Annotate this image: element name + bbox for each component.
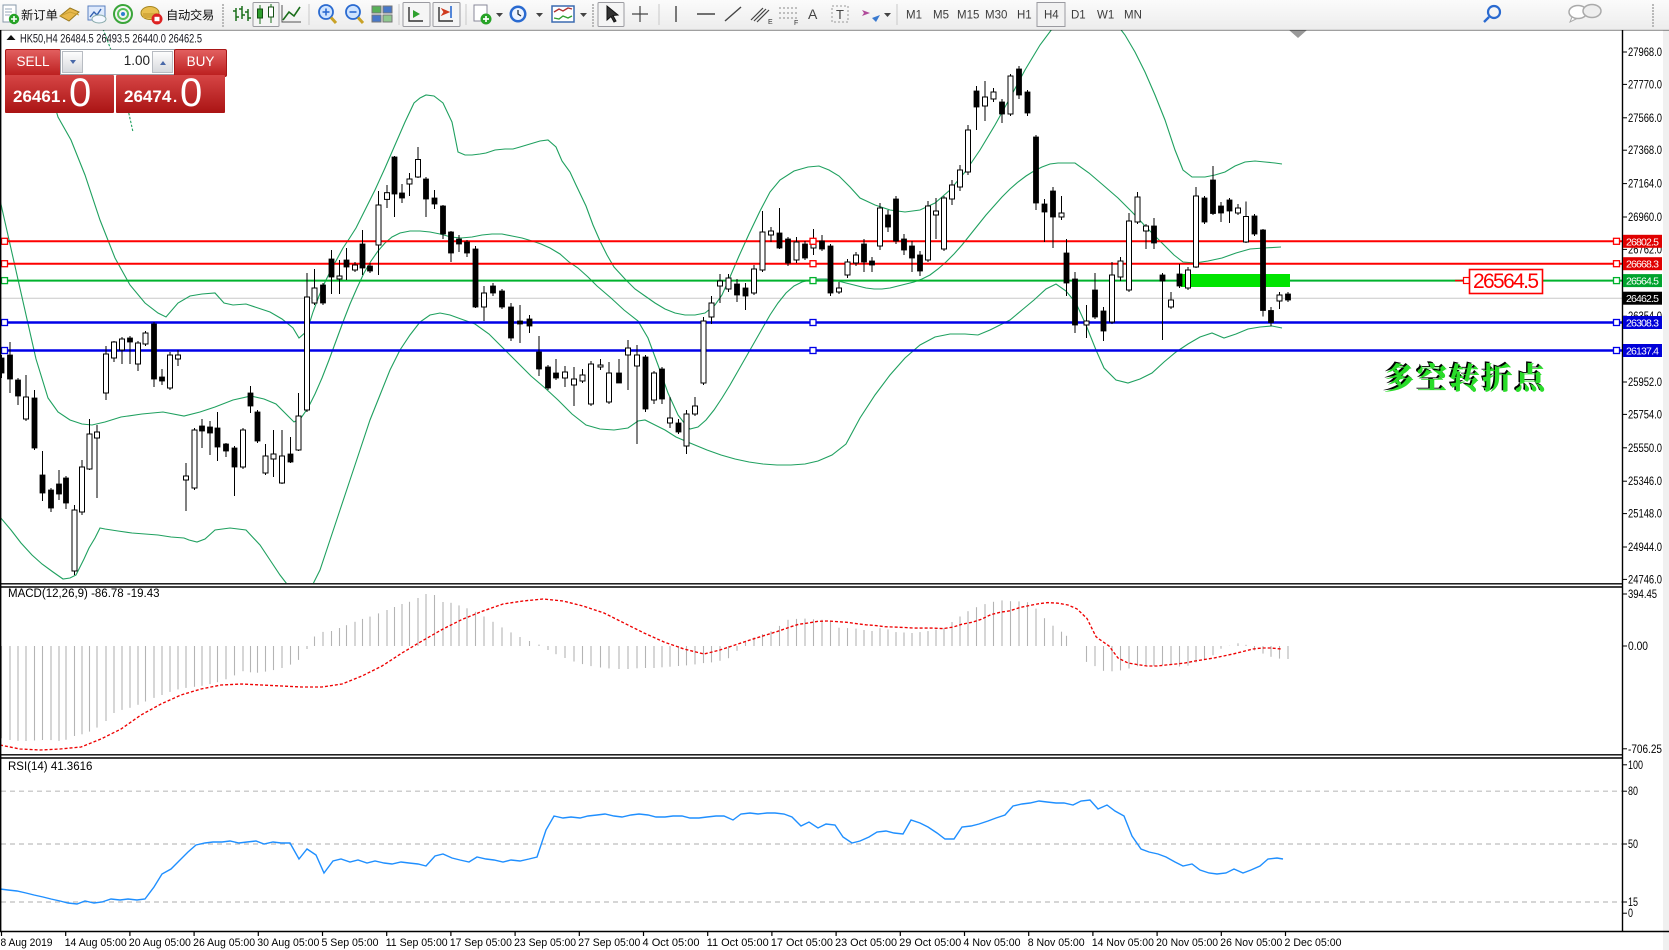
svg-text:23 Oct 05:00: 23 Oct 05:00 — [835, 937, 897, 949]
svg-text:27164.0: 27164.0 — [1628, 179, 1662, 191]
svg-text:30 Aug 05:00: 30 Aug 05:00 — [257, 937, 319, 949]
svg-text:26802.5: 26802.5 — [1626, 236, 1659, 248]
svg-text:14 Aug 05:00: 14 Aug 05:00 — [65, 937, 127, 949]
svg-text:0.00: 0.00 — [1628, 641, 1648, 653]
svg-text:A: A — [808, 6, 818, 22]
svg-text:M5: M5 — [933, 10, 949, 22]
svg-text:26308.3: 26308.3 — [1626, 318, 1659, 330]
svg-text:26137.4: 26137.4 — [1626, 346, 1659, 358]
svg-text:26564.5: 26564.5 — [1626, 276, 1659, 288]
svg-text:-706.25: -706.25 — [1628, 744, 1662, 756]
svg-text:W1: W1 — [1097, 10, 1114, 22]
svg-text:23 Sep 05:00: 23 Sep 05:00 — [514, 937, 576, 949]
svg-text:20 Nov 05:00: 20 Nov 05:00 — [1156, 937, 1218, 949]
svg-text:2 Dec 05:00: 2 Dec 05:00 — [1285, 937, 1342, 949]
svg-text:15: 15 — [1628, 897, 1638, 909]
svg-text:T: T — [836, 7, 844, 22]
svg-text:27566.0: 27566.0 — [1628, 113, 1662, 125]
svg-text:25346.0: 25346.0 — [1628, 476, 1662, 488]
svg-text:M15: M15 — [957, 10, 979, 22]
svg-text:14 Nov 05:00: 14 Nov 05:00 — [1092, 937, 1154, 949]
svg-text:27368.0: 27368.0 — [1628, 145, 1662, 157]
svg-text:20 Aug 05:00: 20 Aug 05:00 — [129, 937, 191, 949]
svg-text:17 Oct 05:00: 17 Oct 05:00 — [771, 937, 833, 949]
svg-text:M1: M1 — [906, 10, 922, 22]
svg-text:27968.0: 27968.0 — [1628, 47, 1662, 59]
svg-text:26 Nov 05:00: 26 Nov 05:00 — [1220, 937, 1282, 949]
svg-text:0: 0 — [1628, 908, 1633, 920]
svg-text:26564.5: 26564.5 — [1473, 270, 1539, 293]
svg-text:27 Sep 05:00: 27 Sep 05:00 — [578, 937, 640, 949]
svg-text:E: E — [768, 19, 773, 26]
svg-text:26462.5: 26462.5 — [1626, 293, 1659, 305]
svg-text:29 Oct 05:00: 29 Oct 05:00 — [899, 937, 961, 949]
svg-text:26 Aug 05:00: 26 Aug 05:00 — [193, 937, 255, 949]
svg-text:27770.0: 27770.0 — [1628, 79, 1662, 91]
svg-text:H4: H4 — [1044, 10, 1059, 22]
svg-text:24746.0: 24746.0 — [1628, 574, 1662, 586]
svg-text:11 Oct 05:00: 11 Oct 05:00 — [707, 937, 769, 949]
svg-text:25952.0: 25952.0 — [1628, 377, 1662, 389]
svg-text:26960.0: 26960.0 — [1628, 212, 1662, 224]
svg-text:5 Sep 05:00: 5 Sep 05:00 — [322, 937, 379, 949]
svg-text:11 Sep 05:00: 11 Sep 05:00 — [386, 937, 448, 949]
svg-text:4 Nov 05:00: 4 Nov 05:00 — [964, 937, 1021, 949]
svg-text:8 Nov 05:00: 8 Nov 05:00 — [1028, 937, 1085, 949]
svg-text:24944.0: 24944.0 — [1628, 542, 1662, 554]
svg-text:394.45: 394.45 — [1628, 589, 1657, 601]
svg-text:HK50,H4 26484.5 26493.5 26440: HK50,H4 26484.5 26493.5 26440.0 26462.5 — [20, 34, 202, 46]
svg-text:25754.0: 25754.0 — [1628, 409, 1662, 421]
svg-text:50: 50 — [1628, 839, 1638, 851]
svg-text:25148.0: 25148.0 — [1628, 509, 1662, 521]
svg-text:F: F — [794, 20, 798, 27]
svg-text:26668.3: 26668.3 — [1626, 259, 1659, 271]
svg-text:4 Oct 05:00: 4 Oct 05:00 — [643, 937, 700, 949]
svg-text:17 Sep 05:00: 17 Sep 05:00 — [450, 937, 512, 949]
svg-text:25550.0: 25550.0 — [1628, 443, 1662, 455]
svg-text:100: 100 — [1628, 760, 1643, 772]
svg-text:H1: H1 — [1017, 10, 1032, 22]
svg-text:80: 80 — [1628, 786, 1638, 798]
svg-text:8 Aug 2019: 8 Aug 2019 — [1, 937, 53, 949]
svg-text:M30: M30 — [985, 10, 1007, 22]
svg-text:D1: D1 — [1071, 10, 1086, 22]
svg-text:MN: MN — [1124, 10, 1142, 22]
